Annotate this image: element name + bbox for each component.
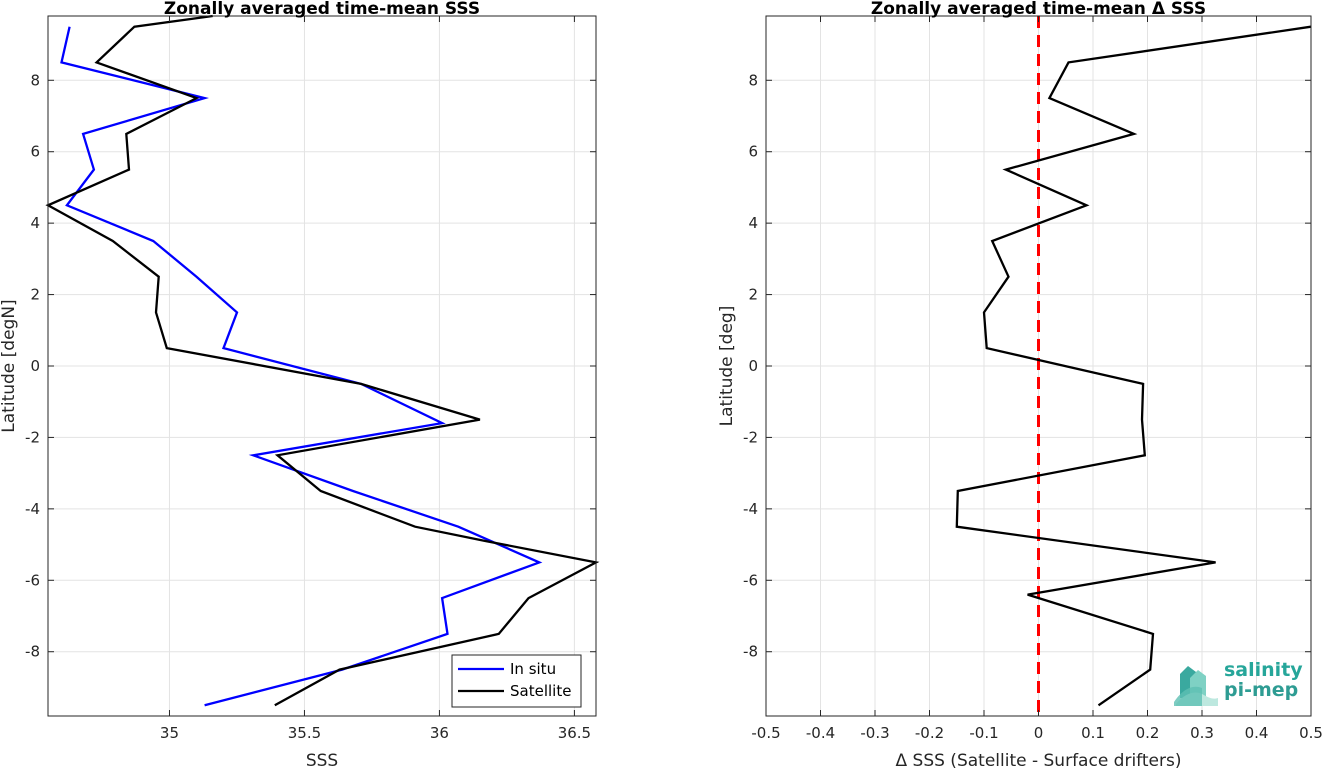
x-axis-label: Δ SSS (Satellite - Surface drifters) (896, 751, 1182, 769)
x-tick-label: 35 (160, 724, 179, 742)
legend-box (451, 654, 582, 708)
x-tick-label: -0.4 (806, 724, 835, 742)
legend-label: Satellite (510, 682, 571, 700)
series-line-satellite (45, 14, 600, 707)
wave-logo-icon (1174, 666, 1218, 706)
x-tick-label: 0.2 (1136, 724, 1160, 742)
x-tick-label: -0.5 (751, 724, 780, 742)
y-tick-label: 0 (30, 357, 40, 375)
y-tick-label: -4 (25, 500, 40, 518)
chart-title: Zonally averaged time-mean Δ SSS (871, 0, 1206, 19)
x-tick-label: 0.1 (1081, 724, 1105, 742)
y-tick-label: -2 (25, 428, 40, 446)
series-line-in-situ (60, 26, 543, 707)
y-axis-label: Latitude [degN] (0, 299, 19, 432)
x-tick-label: 0.3 (1190, 724, 1214, 742)
x-axis-label: SSS (306, 751, 338, 769)
x-tick-label: 0 (1034, 724, 1044, 742)
legend-label: In situ (510, 660, 556, 678)
y-tick-label: -2 (743, 428, 758, 446)
x-tick-label: 36 (430, 724, 449, 742)
chart-title: Zonally averaged time-mean SSS (164, 0, 480, 19)
y-tick-label: -8 (25, 643, 40, 661)
salinity-pimep-logo: salinity pi-mep (1172, 654, 1312, 708)
x-tick-label: -0.1 (969, 724, 998, 742)
x-tick-label: -0.2 (915, 724, 944, 742)
x-tick-label: 36.5 (558, 724, 591, 742)
chart-panel-1: 35 35.5 36 36.5 -8 -6 -4 -2 0 2 4 6 8 Zonally average… (0, 0, 600, 769)
y-tick-label: 8 (30, 71, 40, 89)
x-tick-label: 35.5 (288, 724, 321, 742)
y-tick-label: -6 (743, 571, 758, 589)
y-tick-label: -6 (25, 571, 40, 589)
y-tick-label: 6 (30, 143, 40, 161)
y-tick-label: 0 (748, 357, 758, 375)
x-tick-label: 0.5 (1299, 724, 1323, 742)
y-tick-label: -8 (743, 643, 758, 661)
y-tick-label: 6 (748, 143, 758, 161)
legend: In situ Satellite (451, 654, 582, 708)
series-line-delta-sss (955, 25, 1312, 707)
x-tick-label: -0.3 (860, 724, 889, 742)
logo-text-pimep: pi-mep (1224, 679, 1299, 701)
y-tick-label: -4 (743, 500, 758, 518)
y-tick-label: 4 (30, 214, 40, 232)
y-tick-label: 8 (748, 71, 758, 89)
chart-panel-2: -0.5 -0.4 -0.3 -0.2 -0.1 0 0.1 0.2 0.3 0.4 0.5 -8 -6… (717, 0, 1323, 769)
x-tick-label: 0.4 (1245, 724, 1269, 742)
y-tick-label: 2 (748, 286, 758, 304)
logo-text-salinity: salinity (1224, 659, 1303, 681)
y-axis-label: Latitude [deg] (717, 306, 737, 427)
y-tick-label: 4 (748, 214, 758, 232)
y-tick-label: 2 (30, 286, 40, 304)
